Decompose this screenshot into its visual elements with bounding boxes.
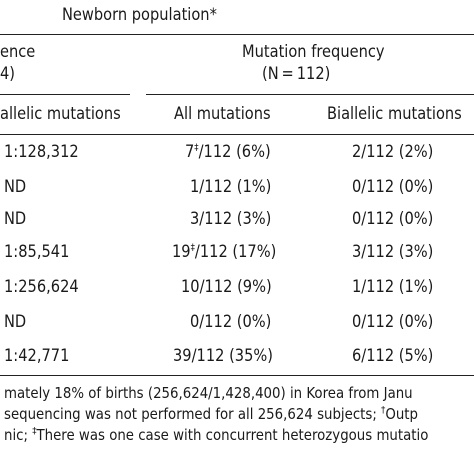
footnote-line-1: mately 18% of births (256,624/1,428,400)… — [4, 384, 413, 402]
row-2-incidence: ND — [4, 177, 27, 197]
row-7-biallelic: 6/112 (5%) — [352, 346, 434, 366]
row-6-biallelic: 0/112 (0%) — [352, 312, 434, 332]
left-col-label-line2: 4) — [0, 64, 16, 84]
row-3-incidence: ND — [4, 209, 27, 229]
row-3-all-mutations: 3/112 (3%) — [190, 209, 272, 229]
row-7-all-mutations: 39/112 (35%) — [173, 346, 273, 366]
row-4-incidence: 1:85,541 — [4, 242, 70, 262]
mutation-frequency-n: (N = 112) — [262, 64, 331, 84]
row-2-all-mutations: 1/112 (1%) — [190, 177, 272, 197]
row-1-incidence: 1:128,312 — [4, 142, 79, 162]
row-1-biallelic: 2/112 (2%) — [352, 142, 434, 162]
subheader-biallelic-mutations: Biallelic mutations — [327, 104, 462, 124]
subheader-all-mutations: All mutations — [174, 104, 271, 124]
header-group-title: Newborn population* — [62, 5, 217, 25]
footnote-line-2: sequencing was not performed for all 256… — [4, 404, 418, 423]
row-5-all-mutations: 10/112 (9%) — [181, 277, 272, 297]
row-1-all-mutations: 7‡/112 (6%) — [185, 142, 271, 162]
row-5-biallelic: 1/112 (1%) — [352, 277, 434, 297]
footnote-line-3: nic; ‡There was one case with concurrent… — [4, 425, 429, 444]
left-group-rule — [0, 94, 130, 95]
left-col-label-line1: ence — [0, 42, 36, 62]
row-3-biallelic: 0/112 (0%) — [352, 209, 434, 229]
row-6-all-mutations: 0/112 (0%) — [190, 312, 272, 332]
header-top-rule — [0, 34, 474, 35]
mutation-frequency-label: Mutation frequency — [242, 42, 385, 62]
row-4-all-mutations: 19‡/112 (17%) — [172, 242, 277, 262]
subheader-biallelic-left: allelic mutations — [0, 104, 121, 124]
row-4-biallelic: 3/112 (3%) — [352, 242, 434, 262]
row-2-biallelic: 0/112 (0%) — [352, 177, 434, 197]
table-bottom-rule — [0, 375, 474, 376]
subheader-rule — [0, 134, 474, 135]
row-5-incidence: 1:256,624 — [4, 277, 79, 297]
right-group-rule — [146, 94, 474, 95]
row-6-incidence: ND — [4, 312, 27, 332]
row-7-incidence: 1:42,771 — [4, 346, 70, 366]
